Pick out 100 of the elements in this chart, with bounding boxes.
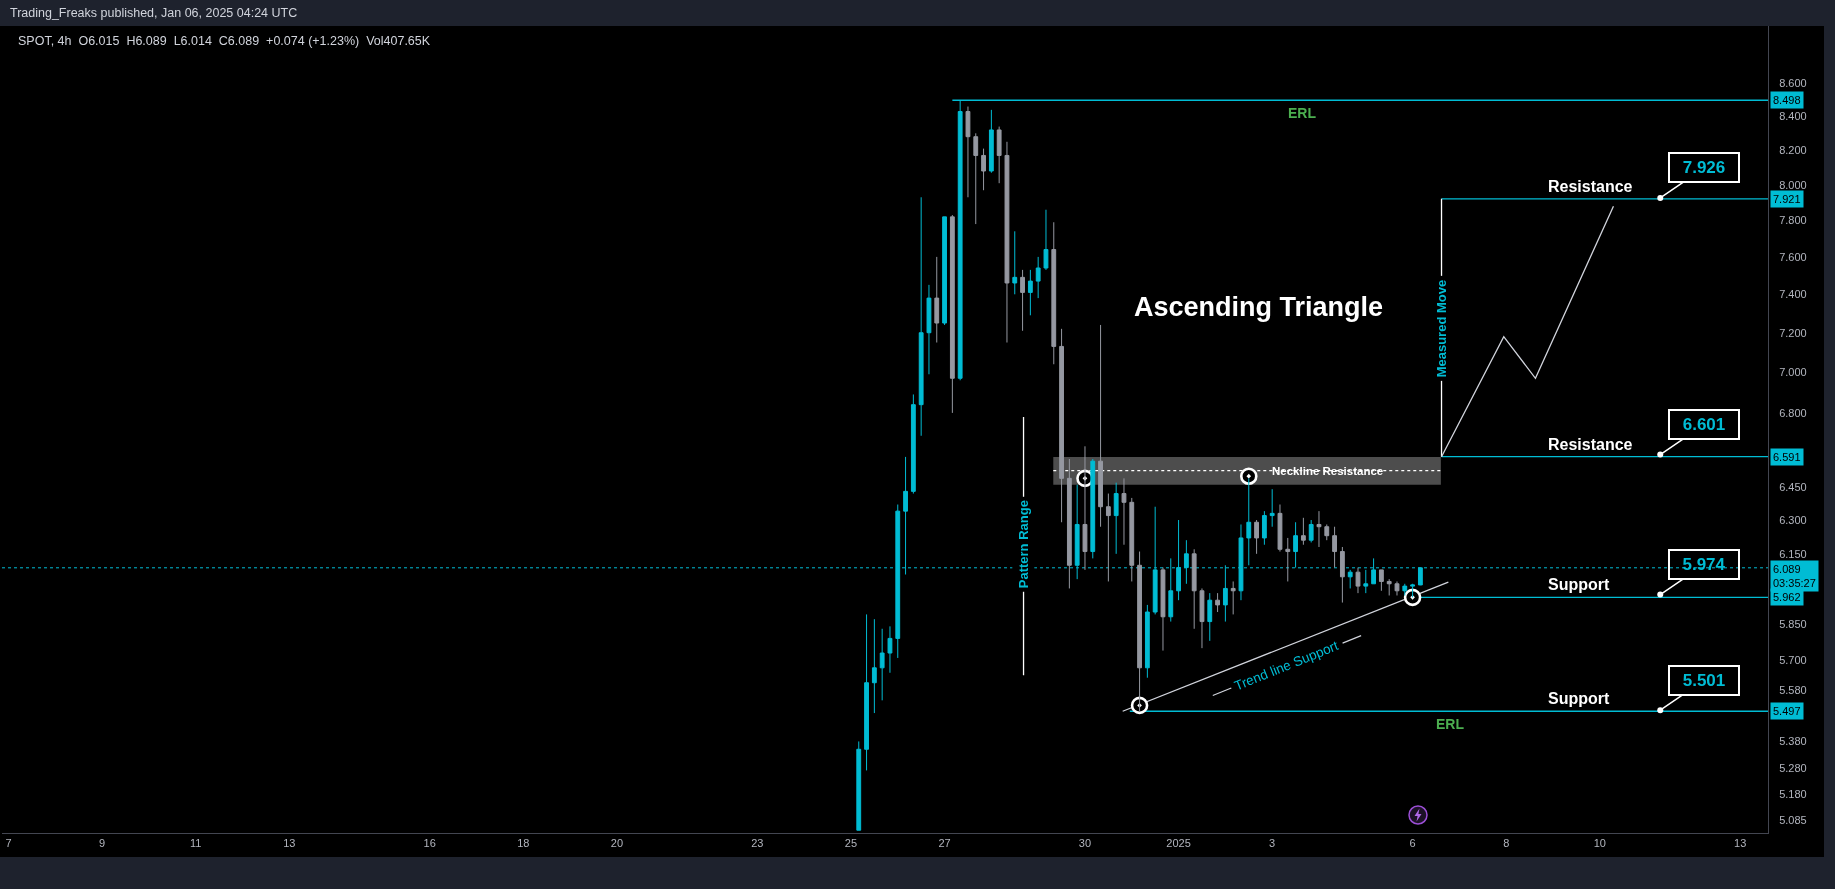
y-tick-label: 7.800 [1779, 214, 1807, 227]
x-tick-label: 23 [751, 837, 764, 850]
x-tick-label: 25 [844, 837, 858, 850]
candlestick [879, 628, 885, 701]
candlestick [1261, 510, 1267, 546]
candlestick [1277, 504, 1283, 553]
candlestick [864, 613, 869, 771]
candlestick [1012, 230, 1018, 295]
x-tick-label: 9 [99, 837, 106, 850]
x-tick-label: 27 [938, 837, 951, 850]
candlestick [918, 196, 924, 437]
candlestick [1347, 569, 1353, 589]
candlestick [1144, 604, 1150, 679]
x-tick-label: 11 [190, 837, 202, 850]
candlestick [1199, 587, 1205, 649]
candlestick [1059, 328, 1064, 523]
candlestick [1129, 497, 1135, 582]
candlestick [1316, 510, 1322, 548]
point [1130, 696, 1149, 715]
point [1403, 588, 1422, 607]
text: SPOT, 4h O6.015 H6.089 L6.014 C6.089 +0.074 (+1.23%) Vol407.65K [18, 34, 431, 48]
candlestick [1402, 583, 1408, 596]
candlestick [1207, 592, 1213, 642]
candlestick [996, 126, 1002, 184]
candlestick [1410, 583, 1415, 598]
candlestick [1215, 592, 1220, 613]
candlestick [988, 109, 994, 174]
candlestick [973, 132, 979, 225]
candlestick [934, 256, 940, 344]
data-label: 8.498 [1773, 94, 1801, 106]
text: Ascending Triangle [1134, 292, 1384, 323]
candlestick [1082, 445, 1088, 571]
candlestick [1355, 567, 1361, 594]
ref-line-label: 6.089 03:35:27 [1773, 563, 1816, 590]
candlestick [1004, 141, 1010, 344]
candlestick [1285, 537, 1291, 582]
candlestick [1113, 482, 1119, 555]
x-tick-label: 7 [5, 837, 12, 850]
point [1239, 467, 1258, 485]
annotation: 6.601 [1682, 415, 1726, 434]
x-tick-label: 6 [1409, 837, 1416, 850]
x-tick-label: 18 [517, 837, 530, 850]
data-label: 5.962 [1773, 591, 1801, 603]
candlestick [965, 106, 971, 198]
candlestick [1105, 493, 1111, 582]
candlestick [1121, 477, 1127, 546]
candlestick [1386, 578, 1392, 596]
candlestick [1246, 477, 1252, 566]
x-tick-label: 13 [1734, 837, 1747, 850]
candlestick [1051, 221, 1057, 365]
candlestick [895, 504, 901, 659]
candlestick [926, 284, 932, 375]
candlestick [949, 214, 955, 414]
candlestick [1308, 519, 1314, 543]
candlestick [1324, 523, 1330, 541]
annotation: 5.974 [1682, 555, 1726, 574]
y-tick-label: 5.850 [1779, 617, 1807, 630]
x-tick-label: 20 [610, 837, 624, 850]
y-tick-label: 6.150 [1779, 547, 1807, 560]
candlestick [871, 618, 877, 714]
y-tick-label: 5.380 [1779, 735, 1807, 748]
annotation: 5.501 [1682, 671, 1726, 690]
y-tick-label: 7.000 [1779, 366, 1807, 379]
y-tick-label: 5.580 [1779, 684, 1807, 697]
candlestick [1066, 458, 1072, 589]
candlestick [910, 393, 916, 495]
x-tick-label: 16 [423, 837, 436, 850]
candlestick [1020, 269, 1025, 332]
candlestick [942, 216, 947, 326]
x-tick-label: 13 [283, 837, 296, 850]
y-tick-label: 7.600 [1779, 250, 1807, 263]
data-label: 6.591 [1773, 451, 1801, 463]
candlestick [1363, 569, 1369, 594]
y-tick-label: 8.200 [1779, 144, 1807, 157]
x-tick-label: 8 [1503, 837, 1510, 850]
candlestick [1254, 519, 1259, 555]
candlestick [1339, 546, 1345, 604]
candlestick [887, 625, 893, 674]
y-tick-label: 7.200 [1779, 326, 1807, 339]
annotation: Support [1548, 690, 1610, 707]
x-tick-label: 3 [1269, 837, 1276, 850]
y-tick-label: 5.180 [1779, 788, 1807, 801]
y-tick-label: 8.600 [1779, 77, 1807, 90]
annotation: ERL [1288, 105, 1317, 121]
y-tick-label: 8.000 [1779, 178, 1807, 191]
candlestick [1300, 517, 1306, 546]
x-tick-label: 30 [1078, 837, 1092, 850]
candlestick [1160, 567, 1166, 652]
candlestick [856, 740, 862, 831]
candlestick [1230, 580, 1236, 615]
candlestick [1090, 458, 1096, 559]
data-label: 7.921 [1773, 193, 1801, 205]
candlestick [1269, 488, 1275, 528]
x-tick-label: 10 [1593, 837, 1606, 850]
annotation: Resistance [1548, 436, 1633, 453]
annotation: Pattern Range [1015, 500, 1031, 589]
candlestick [1043, 209, 1049, 271]
annotation: Measured Move [1433, 279, 1449, 378]
data-label: 5.497 [1773, 705, 1801, 717]
y-tick-label: 6.800 [1779, 406, 1807, 419]
